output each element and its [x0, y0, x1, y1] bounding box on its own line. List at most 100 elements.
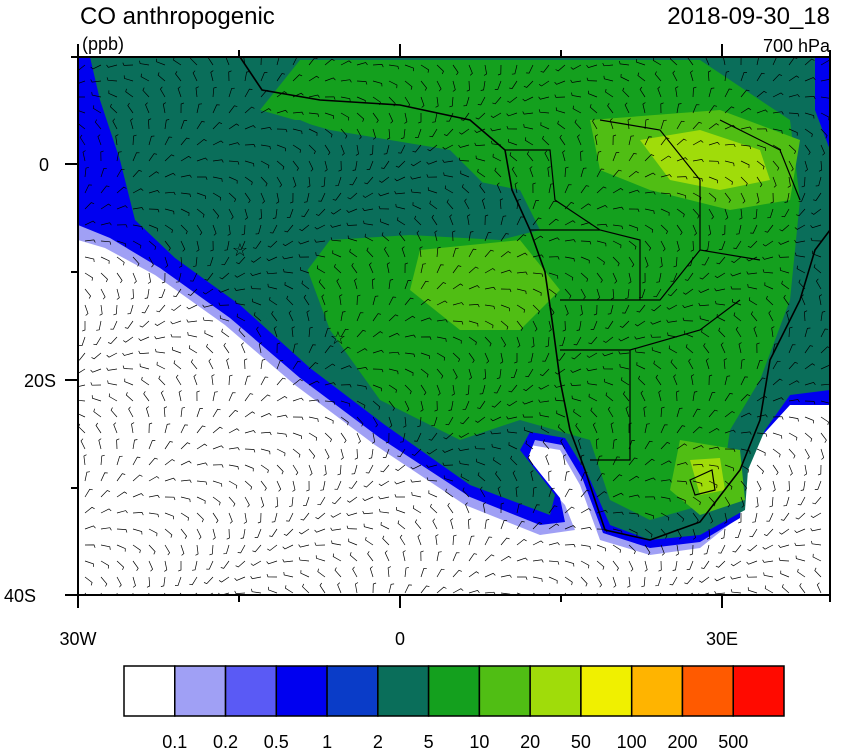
barb: [332, 553, 342, 562]
barb: [84, 220, 96, 226]
barb: [655, 374, 662, 386]
barb: [401, 246, 406, 258]
barb: [548, 218, 559, 226]
barb: [748, 297, 758, 306]
barb: [660, 460, 672, 466]
barb: [164, 512, 174, 520]
barb: [212, 224, 217, 236]
barb: [148, 153, 158, 162]
barb: [203, 576, 214, 585]
barb: [436, 80, 442, 92]
barb: [78, 96, 85, 98]
barb: [244, 375, 251, 386]
barb: [497, 486, 502, 498]
barb: [564, 471, 570, 482]
barb: [306, 480, 310, 492]
barb: [468, 336, 477, 346]
barb: [84, 576, 93, 586]
barb: [225, 57, 230, 66]
barb: [368, 448, 374, 459]
barb: [603, 336, 614, 343]
barb: [596, 288, 601, 300]
barb: [612, 169, 622, 178]
barb: [276, 109, 288, 114]
barb: [100, 272, 108, 283]
barb: [452, 320, 464, 325]
barb: [746, 256, 758, 262]
barb: [660, 406, 665, 418]
barb: [395, 464, 406, 472]
co-light-green: [410, 110, 800, 515]
barb: [356, 348, 368, 354]
colorbar-label: 20: [520, 732, 540, 750]
lon-label: 0: [395, 629, 405, 649]
barb: [410, 479, 422, 483]
barb: [580, 167, 587, 178]
barb: [772, 111, 784, 115]
barb: [804, 345, 814, 354]
barb: [237, 544, 246, 554]
barb: [660, 155, 672, 162]
barb: [334, 480, 342, 490]
barb: [772, 160, 780, 171]
barb: [316, 265, 326, 274]
barb: [788, 144, 797, 155]
barb: [447, 502, 454, 514]
barb: [404, 80, 413, 90]
barb: [271, 311, 278, 322]
barb: [300, 570, 310, 578]
barb: [756, 144, 766, 151]
barb: [340, 365, 352, 370]
barb: [644, 224, 654, 233]
barb: [106, 367, 118, 371]
barb: [714, 591, 726, 595]
barb: [612, 256, 620, 267]
barb: [420, 585, 430, 594]
barb: [532, 182, 536, 194]
barb: [563, 454, 567, 466]
barb: [659, 256, 663, 268]
barb: [324, 448, 330, 460]
barb: [475, 155, 486, 162]
barb: [244, 448, 256, 453]
barb: [308, 416, 319, 422]
barb: [308, 128, 318, 136]
barb: [644, 544, 651, 556]
barb: [475, 112, 486, 120]
barb: [586, 352, 598, 358]
barb: [607, 406, 614, 418]
barb: [252, 240, 262, 249]
barb: [540, 64, 550, 73]
frame: [77, 56, 831, 596]
barb: [100, 472, 108, 482]
barb: [372, 368, 384, 373]
barb: [260, 192, 265, 204]
barb: [164, 423, 171, 434]
barb: [228, 392, 236, 402]
barb: [708, 141, 720, 146]
barb: [580, 272, 589, 282]
barb: [756, 176, 763, 188]
barb: [788, 399, 800, 403]
axis-ticks: [65, 44, 831, 608]
barb: [458, 144, 470, 148]
barb: [132, 512, 144, 516]
barb: [130, 288, 134, 300]
barb: [363, 220, 374, 226]
barb: [84, 304, 89, 316]
barb: [82, 150, 86, 162]
colorbar-box: [123, 665, 176, 717]
barb: [493, 457, 502, 466]
barb: [466, 80, 470, 92]
barb: [477, 168, 486, 178]
barb: [243, 57, 246, 66]
barb: [525, 368, 534, 378]
barb: [266, 270, 278, 275]
barb: [260, 431, 272, 436]
barb: [532, 272, 544, 277]
barb: [676, 103, 682, 114]
barb: [605, 89, 614, 98]
barb: [145, 406, 150, 418]
barb: [443, 475, 454, 482]
barb: [684, 272, 694, 281]
